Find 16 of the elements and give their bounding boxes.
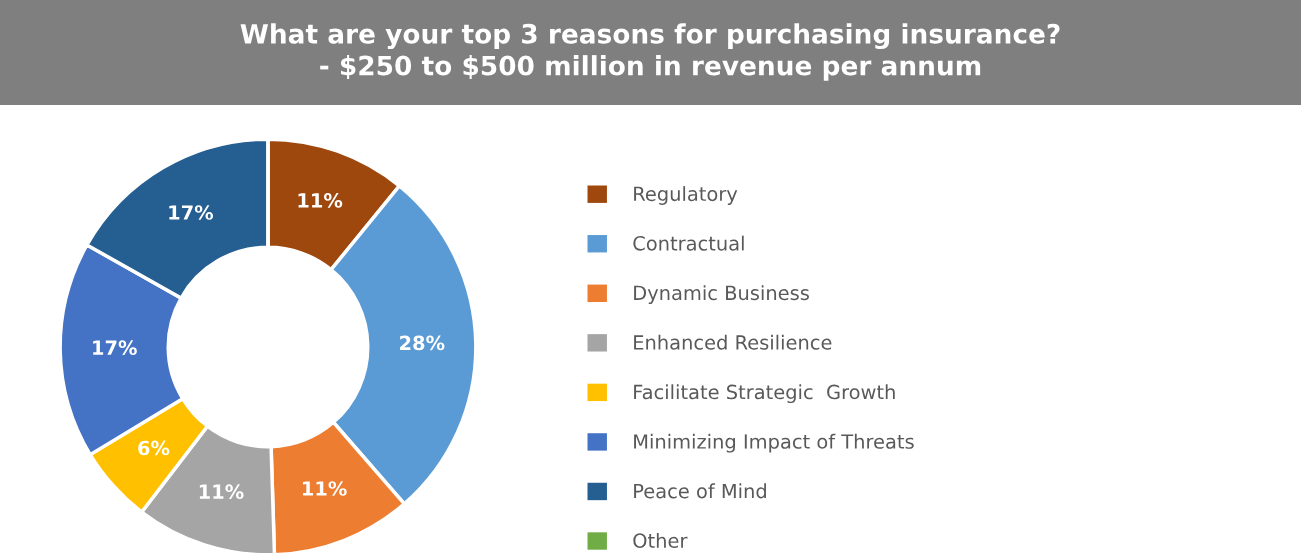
legend-label: Minimizing Impact of Threats [634,433,914,453]
data-label: 11% [303,481,347,496]
data-label: 17% [93,340,137,356]
legend-label: Peace of Mind [634,483,766,499]
data-label: 28% [400,335,445,351]
legend-label: Other [633,532,688,548]
legend-label: Regulatory [634,186,738,205]
data-label: 11% [298,193,343,208]
legend-label: Contractual [633,235,744,251]
data-label: 6% [138,440,170,456]
legend-label: Facilitate Strategic Growth [634,384,895,404]
data-label: 17% [169,205,214,220]
legend-label: Enhanced Resilience [634,334,832,350]
legend-label: Dynamic Business [634,285,809,304]
chart-title: What are your top 3 reasons for purchasing insurance? - $250 to $500 million in revenue per annum [240,23,1060,81]
data-label: 11% [199,484,244,500]
